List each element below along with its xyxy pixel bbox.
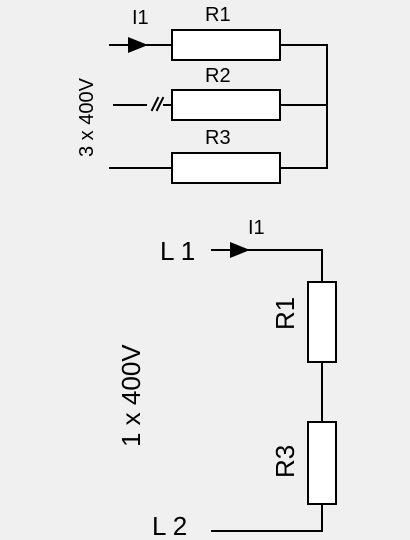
top-resistor-r2 xyxy=(171,89,281,121)
bottom-resistor-r1 xyxy=(307,281,337,363)
bottom-r1-label: R1 xyxy=(270,297,300,330)
bottom-voltage-label: 1 x 400V xyxy=(116,344,146,447)
bottom-current-label: I1 xyxy=(248,217,265,239)
terminal-l1-label: L 1 xyxy=(160,236,195,266)
top-current-label: I1 xyxy=(132,7,149,29)
top-r3-label: R3 xyxy=(205,127,231,149)
top-resistor-r3 xyxy=(171,152,281,184)
bottom-r3-label: R3 xyxy=(270,445,300,478)
top-r1-label: R1 xyxy=(205,4,231,26)
current-arrow-icon xyxy=(230,242,250,258)
current-arrow-icon xyxy=(128,37,148,53)
wire-break-mark xyxy=(155,96,165,112)
wire-break-mark xyxy=(150,96,160,112)
top-voltage-label: 3 x 400V xyxy=(76,77,98,157)
bottom-resistor-r3 xyxy=(307,421,337,505)
single-phase-circuit: 1 x 400V L 1 I1 R1 R3 L 2 xyxy=(116,217,337,540)
terminal-l2-label: L 2 xyxy=(152,511,187,540)
top-r2-label: R2 xyxy=(205,65,231,87)
top-resistor-r1 xyxy=(171,29,281,61)
three-phase-circuit: 3 x 400V I1 R1 R2 R3 xyxy=(76,4,328,184)
